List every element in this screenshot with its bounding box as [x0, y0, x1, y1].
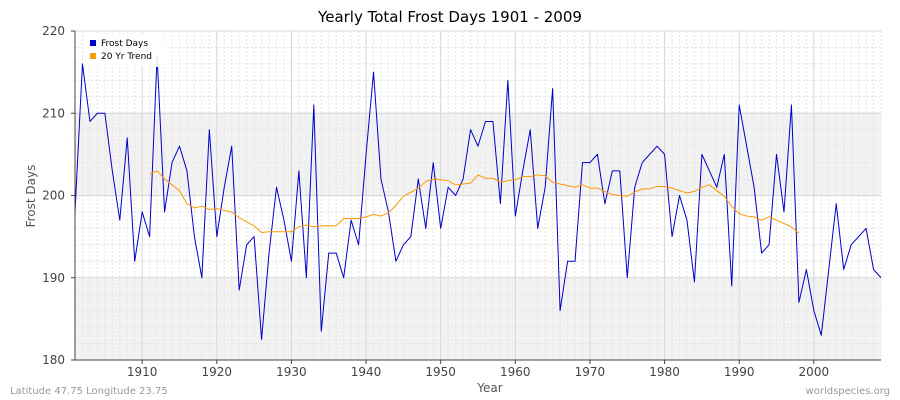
footer-left-text: Latitude 47.75 Longitude 23.75 [10, 386, 168, 397]
legend-box [83, 34, 165, 67]
legend-swatch-frost-days [90, 40, 96, 46]
y-tick-label: 200 [42, 189, 65, 203]
y-axis-title: Frost Days [24, 165, 38, 228]
y-tick-label: 220 [42, 24, 65, 38]
grid-lines [74, 30, 882, 361]
x-tick-label: 2000 [799, 365, 830, 379]
x-tick-label: 1920 [202, 365, 233, 379]
x-tick-label: 1940 [351, 365, 382, 379]
legend-swatch-trend [90, 53, 96, 59]
x-tick-label: 1950 [425, 365, 456, 379]
plot-band [75, 113, 881, 196]
legend-label-trend: 20 Yr Trend [101, 52, 152, 62]
x-axis-title: Year [476, 381, 502, 395]
x-tick-label: 1970 [575, 365, 606, 379]
x-tick-label: 1910 [127, 365, 158, 379]
series-layer [74, 55, 882, 340]
legend-label-frost-days: Frost Days [101, 39, 148, 49]
series-line-20yr-trend [149, 170, 800, 234]
legend: Frost Days 20 Yr Trend [83, 34, 165, 67]
y-tick-label: 190 [42, 271, 65, 285]
x-tick-label: 1980 [649, 365, 680, 379]
x-tick-label: 1930 [276, 365, 307, 379]
y-tick-label: 180 [42, 353, 65, 367]
x-tick-label: 1960 [500, 365, 531, 379]
labels-layer: Yearly Total Frost Days 1901 - 2009 Year… [10, 8, 890, 397]
y-tick-label: 210 [42, 106, 65, 120]
footer-right-text: worldspecies.org [806, 386, 890, 397]
x-tick-label: 1990 [724, 365, 755, 379]
axes-layer [71, 30, 881, 364]
chart-title: Yearly Total Frost Days 1901 - 2009 [317, 8, 582, 26]
series-line-frost-days [74, 55, 882, 340]
